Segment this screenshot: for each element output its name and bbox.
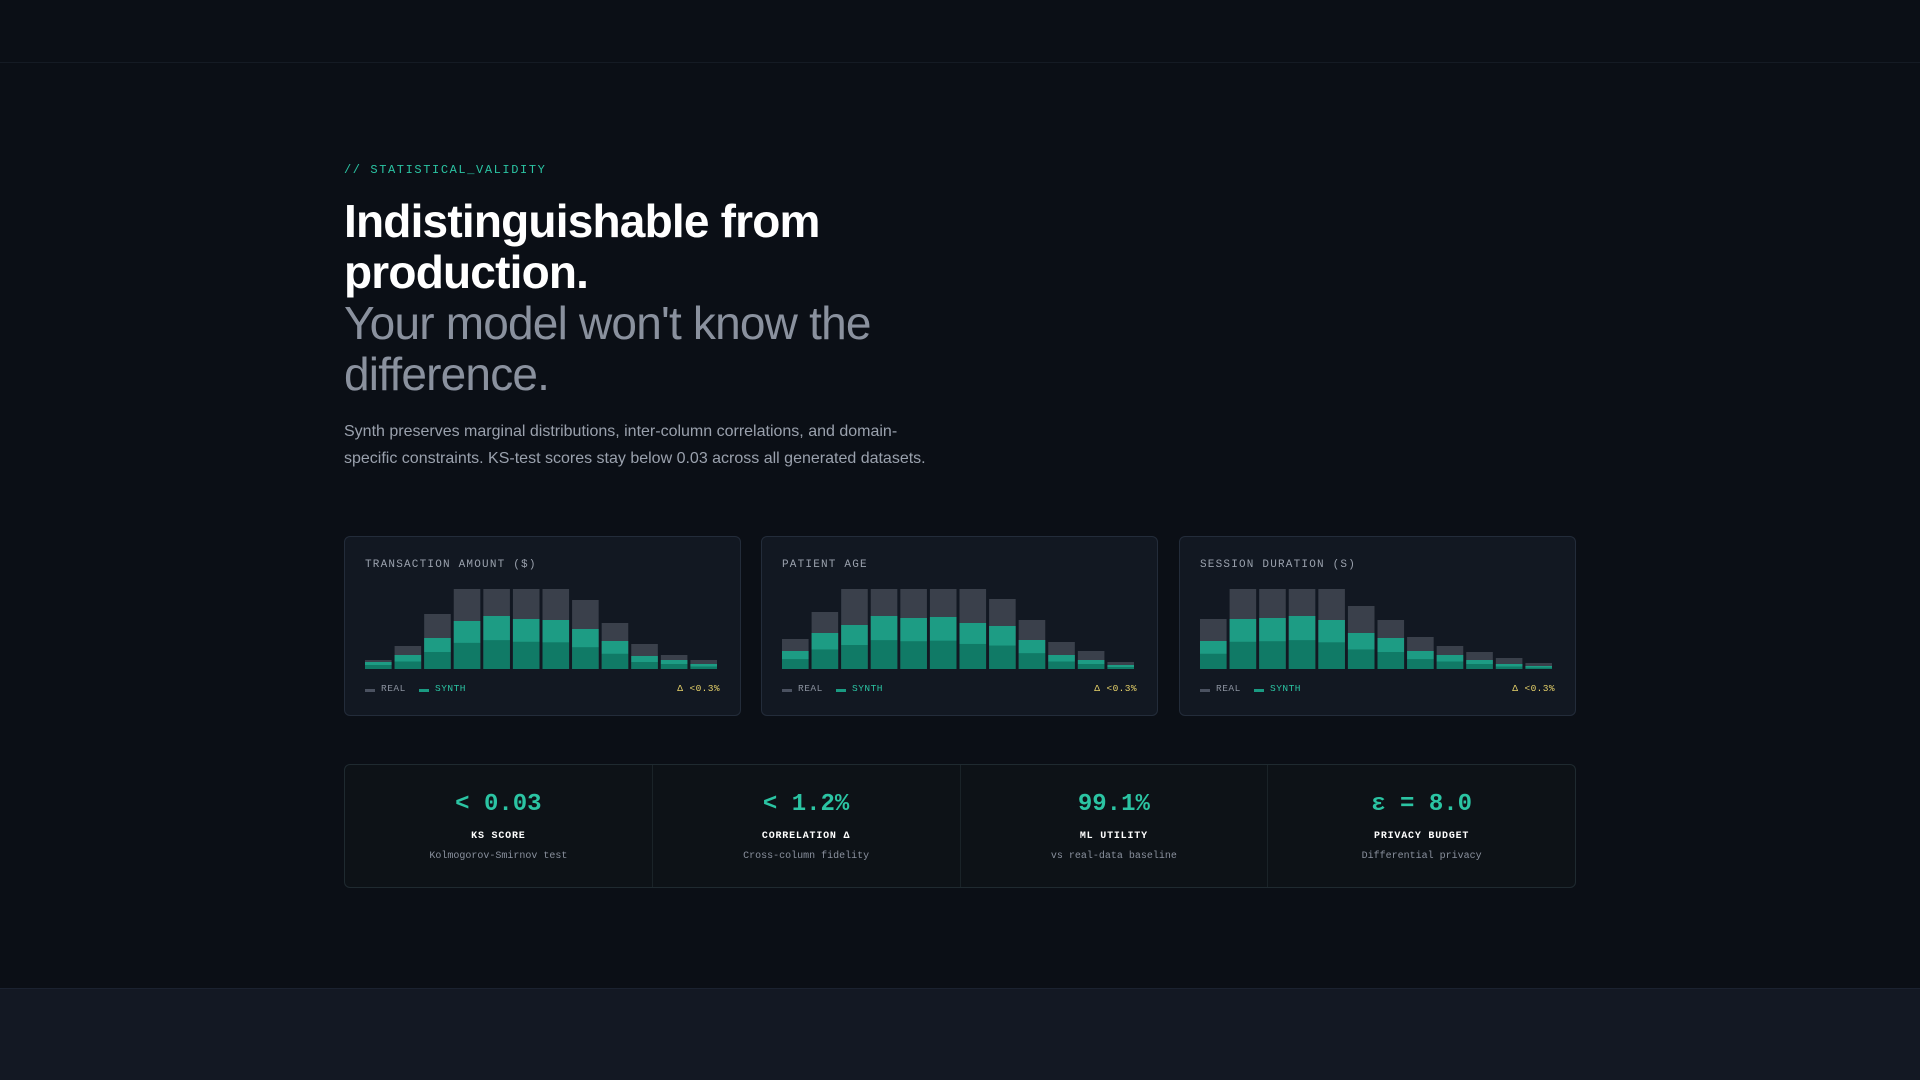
legend-synth-label: SYNTH bbox=[852, 683, 884, 694]
synth-bar bbox=[841, 625, 868, 669]
chart-legend: REAL SYNTH Δ <0.3% bbox=[1200, 683, 1555, 697]
synth-bar bbox=[572, 629, 599, 669]
headline-secondary: Your model won't know the difference. bbox=[344, 297, 871, 400]
headline-primary: Indistinguishable from production. bbox=[344, 195, 820, 298]
legend-synth: SYNTH bbox=[419, 683, 466, 694]
synth-bar bbox=[1407, 651, 1434, 669]
page-footer bbox=[0, 988, 1920, 1080]
section-lead: Synth preserves marginal distributions, … bbox=[344, 423, 926, 467]
synth-bar bbox=[424, 638, 451, 669]
delta-badge: Δ <0.3% bbox=[677, 683, 720, 694]
synth-bar bbox=[1018, 640, 1046, 669]
synth-bar bbox=[782, 651, 809, 669]
synth-bar bbox=[989, 626, 1016, 669]
legend-real-label: REAL bbox=[381, 683, 406, 694]
synth-bar bbox=[1107, 665, 1134, 669]
distribution-card-transaction-amount: TRANSACTION AMOUNT ($) REAL SYNTH Δ <0.3… bbox=[344, 536, 741, 716]
real-bar bbox=[1495, 658, 1523, 669]
distribution-card-session-duration: SESSION DURATION (S) REAL SYNTH Δ <0.3% bbox=[1179, 536, 1576, 716]
metric-ks-score: < 0.03 KS SCORE Kolmogorov-Smirnov test bbox=[345, 765, 653, 887]
synth-bar bbox=[929, 617, 957, 669]
metric-label: CORRELATION Δ bbox=[761, 831, 851, 842]
synth-bar bbox=[900, 618, 927, 669]
card-title: SESSION DURATION (S) bbox=[1200, 559, 1357, 571]
legend-synth-label: SYNTH bbox=[435, 683, 467, 694]
metric-value: 99.1% bbox=[1077, 791, 1150, 818]
metric-label: KS SCORE bbox=[471, 831, 526, 842]
chart-legend: REAL SYNTH Δ <0.3% bbox=[782, 683, 1137, 697]
synth-bar bbox=[1048, 655, 1075, 669]
synth-bar bbox=[1229, 619, 1257, 669]
chart-legend: REAL SYNTH Δ <0.3% bbox=[365, 683, 720, 697]
synth-bar bbox=[1377, 638, 1405, 669]
metric-label: ML UTILITY bbox=[1079, 831, 1148, 842]
top-nav-bar bbox=[0, 0, 1920, 63]
synth-bar bbox=[542, 620, 570, 669]
metric-value: ε = 8.0 bbox=[1371, 791, 1473, 818]
section-headline: Indistinguishable from production. Your … bbox=[344, 196, 984, 400]
delta-badge: Δ <0.3% bbox=[1512, 683, 1555, 694]
metric-value: < 1.2% bbox=[762, 791, 850, 818]
synth-bar bbox=[660, 660, 688, 669]
legend-real: REAL bbox=[782, 683, 823, 694]
legend-synth-label: SYNTH bbox=[1270, 683, 1302, 694]
metric-description: Kolmogorov-Smirnov test bbox=[429, 851, 568, 862]
metrics-strip: < 0.03 KS SCORE Kolmogorov-Smirnov test … bbox=[344, 764, 1576, 888]
card-title: TRANSACTION AMOUNT ($) bbox=[365, 559, 537, 571]
legend-real: REAL bbox=[365, 683, 406, 694]
metric-value: < 0.03 bbox=[455, 791, 542, 818]
synth-bar bbox=[1259, 618, 1286, 669]
synth-bar bbox=[601, 641, 629, 669]
legend-synth-swatch bbox=[1254, 689, 1264, 692]
synth-bar bbox=[959, 623, 987, 669]
distribution-histogram bbox=[1200, 589, 1552, 669]
synth-bar bbox=[1288, 616, 1316, 669]
legend-real-label: REAL bbox=[1216, 683, 1241, 694]
legend-real-swatch bbox=[365, 689, 375, 692]
legend-synth-swatch bbox=[836, 689, 846, 692]
legend-synth: SYNTH bbox=[1254, 683, 1301, 694]
metric-description: Cross-column fidelity bbox=[743, 851, 870, 862]
card-title: PATIENT AGE bbox=[782, 559, 868, 571]
distribution-histogram bbox=[782, 589, 1134, 669]
distribution-histogram bbox=[365, 589, 717, 669]
legend-synth: SYNTH bbox=[836, 683, 883, 694]
synth-bar bbox=[1525, 666, 1552, 669]
distribution-card-patient-age: PATIENT AGE REAL SYNTH Δ <0.3% bbox=[761, 536, 1158, 716]
metric-correlation-delta: < 1.2% CORRELATION Δ Cross-column fideli… bbox=[653, 765, 961, 887]
synth-bar bbox=[1466, 660, 1493, 669]
metric-label: PRIVACY BUDGET bbox=[1374, 831, 1470, 842]
synth-bar bbox=[1200, 641, 1227, 669]
metric-description: Differential privacy bbox=[1361, 851, 1482, 862]
synth-bar bbox=[483, 616, 510, 669]
legend-real-swatch bbox=[782, 689, 792, 692]
synth-bar bbox=[811, 633, 839, 669]
delta-badge: Δ <0.3% bbox=[1094, 683, 1137, 694]
synth-bar bbox=[1347, 633, 1375, 669]
synth-bar bbox=[365, 662, 392, 669]
legend-real-swatch bbox=[1200, 689, 1210, 692]
synth-bar bbox=[1495, 664, 1523, 669]
synth-bar bbox=[1077, 660, 1105, 669]
synth-bar bbox=[1436, 655, 1464, 669]
metric-privacy-budget: ε = 8.0 PRIVACY BUDGET Differential priv… bbox=[1268, 765, 1575, 887]
synth-bar bbox=[1318, 620, 1345, 669]
synth-bar bbox=[631, 656, 658, 669]
legend-real: REAL bbox=[1200, 683, 1241, 694]
legend-synth-swatch bbox=[419, 689, 429, 692]
synth-bar bbox=[453, 621, 481, 669]
metric-ml-utility: 99.1% ML UTILITY vs real-data baseline bbox=[961, 765, 1269, 887]
metric-description: vs real-data baseline bbox=[1050, 851, 1177, 862]
section-eyebrow: // STATISTICAL_VALIDITY bbox=[344, 163, 547, 177]
synth-bar bbox=[512, 619, 540, 669]
synth-bar bbox=[690, 664, 717, 669]
synth-bar bbox=[394, 655, 422, 669]
legend-real-label: REAL bbox=[798, 683, 823, 694]
synth-bar bbox=[870, 616, 898, 669]
